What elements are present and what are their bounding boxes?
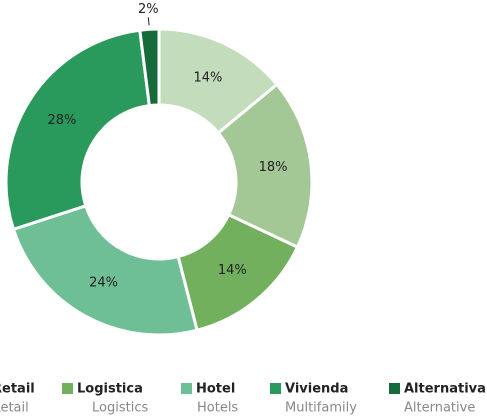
data-label: 24%: [89, 275, 118, 290]
legend-subtitle: Retail: [0, 401, 29, 416]
legend-swatch: [62, 383, 73, 394]
legend-swatch: [389, 383, 400, 394]
legend-subtitle: Multifamily: [285, 401, 357, 416]
legend-label: Alternativa: [404, 382, 486, 397]
legend-label: Vivienda: [285, 382, 348, 397]
legend-swatch: [181, 383, 192, 394]
data-label: 28%: [47, 113, 76, 128]
legend-label: Hotel: [196, 382, 235, 397]
donut-segment: [138, 27, 161, 108]
data-label: 18%: [259, 160, 288, 175]
legend-swatch: [270, 383, 281, 394]
donut-segment: [11, 203, 199, 337]
data-label: 14%: [218, 263, 247, 278]
legend-subtitle: Logistics: [92, 401, 148, 416]
donut-segment: [216, 82, 314, 250]
legend-label: Logistica: [77, 382, 143, 397]
legend-subtitle: Alternative: [404, 401, 475, 416]
data-label: 14%: [194, 70, 223, 85]
leader-line: [147, 17, 150, 26]
legend-subtitle: Hotels: [197, 401, 238, 416]
data-label: 2%: [138, 2, 159, 17]
legend-label: Retail: [0, 382, 35, 397]
donut-segment: [4, 28, 152, 232]
